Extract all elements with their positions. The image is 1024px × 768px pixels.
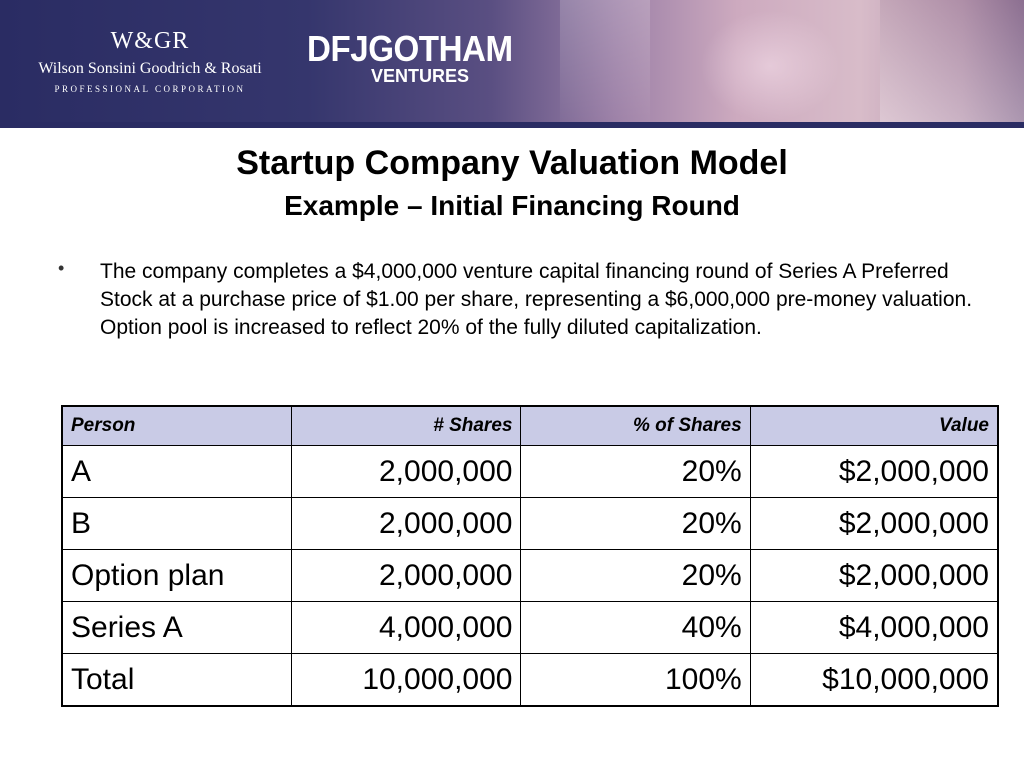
cell-shares: 4,000,000 [291,601,522,654]
cell-person: Series A [61,601,293,654]
cap-table: Person # Shares % of Shares Value A 2,00… [61,405,999,707]
cell-value: $2,000,000 [749,549,999,602]
cell-value: $2,000,000 [749,445,999,498]
cell-value: $10,000,000 [749,653,999,707]
cell-person: A [61,445,293,498]
cell-percent: 40% [520,601,751,654]
wsgr-firm-subtitle: PROFESSIONAL CORPORATION [54,84,246,94]
column-header-shares: # Shares [291,405,522,446]
wsgr-firm-name: Wilson Sonsini Goodrich & Rosati [38,60,262,77]
wsgr-monogram: W&GR [110,28,190,54]
cell-percent: 20% [520,445,751,498]
table-row: Series A 4,000,000 40% $4,000,000 [61,601,999,654]
column-header-percent: % of Shares [520,405,751,446]
wsgr-logo: W&GR Wilson Sonsini Goodrich & Rosati PR… [20,28,280,94]
bullet-text: The company completes a $4,000,000 ventu… [100,260,973,339]
header-banner: W&GR Wilson Sonsini Goodrich & Rosati PR… [0,0,1024,122]
table-row: B 2,000,000 20% $2,000,000 [61,497,999,550]
banner-decoration [700,10,840,122]
slide-subtitle: Example – Initial Financing Round [284,190,740,221]
cell-person: Total [61,653,293,707]
cell-person: B [61,497,293,550]
cell-shares: 2,000,000 [291,445,522,498]
cell-person: Option plan [61,549,293,602]
dfj-logo: DFJGOTHAM VENTURES [300,28,513,87]
dfj-name: DFJGOTHAM [307,28,513,69]
dfj-subtitle: VENTURES [370,66,469,86]
cell-percent: 20% [520,549,751,602]
table-row-total: Total 10,000,000 100% $10,000,000 [61,653,999,707]
slide-title: Startup Company Valuation Model [236,144,788,182]
cell-shares: 2,000,000 [291,549,522,602]
banner-divider [0,122,1024,128]
cell-percent: 20% [520,497,751,550]
cell-value: $2,000,000 [749,497,999,550]
table-row: Option plan 2,000,000 20% $2,000,000 [61,549,999,602]
column-header-value: Value [749,405,999,446]
banner-decoration [560,0,650,122]
banner-decoration [880,0,1024,122]
cell-value: $4,000,000 [749,601,999,654]
cell-percent: 100% [520,653,751,707]
table-header-row: Person # Shares % of Shares Value [61,405,999,446]
cell-shares: 2,000,000 [291,497,522,550]
column-header-person: Person [61,405,293,446]
table-row: A 2,000,000 20% $2,000,000 [61,445,999,498]
bullet-dot-icon: • [58,258,65,278]
cell-shares: 10,000,000 [291,653,522,707]
